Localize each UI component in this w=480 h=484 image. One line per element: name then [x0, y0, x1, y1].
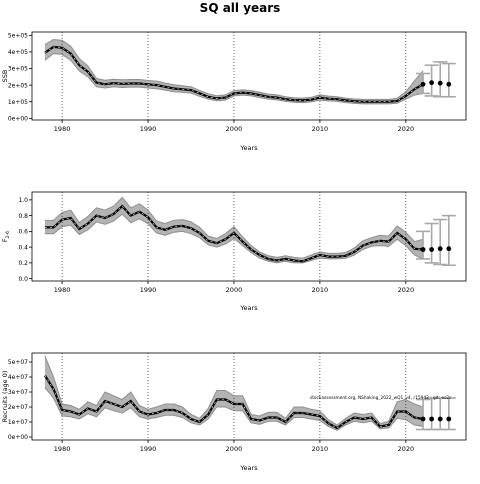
chart3-plot-frame	[31, 352, 467, 441]
chart3-x-tick-label: 1980	[54, 445, 71, 453]
chart1-y-tick-label: 5e+05	[8, 33, 28, 40]
chart1-x-tick-label: 1980	[54, 125, 71, 133]
chart1-forecast-point	[420, 81, 426, 87]
chart1-y-tick-label: 3e+05	[8, 66, 28, 73]
chart3-y-axis-label: Recruits (age 0)	[1, 371, 9, 423]
chart1-upper-bound-line	[44, 38, 424, 100]
chart3-forecast-point	[446, 416, 452, 422]
chart3-forecast-point	[437, 416, 443, 422]
chart2-forecast-point	[420, 247, 426, 252]
chart2-x-axis-label: Years	[239, 304, 258, 312]
figure-title: SQ all years	[199, 1, 281, 15]
chart2-confidence-band	[44, 197, 424, 263]
chart1-y-tick-label: 0e+00	[8, 116, 28, 123]
chart3-forecast-point	[429, 416, 435, 422]
chart1-y-tick-label: 1e+05	[8, 99, 28, 106]
chart1-x-tick-label: 1990	[140, 125, 157, 133]
chart2-x-tick-label: 1990	[140, 286, 157, 294]
chart1-x-axis-label: Years	[239, 144, 258, 152]
chart2-y-axis-label: F2-6	[1, 231, 11, 242]
chart2-estimate-dash	[44, 205, 424, 262]
chart3-forecast-point	[420, 416, 426, 422]
chart2-x-tick-label: 1980	[54, 286, 71, 294]
chart2-y-tick-label: 0.2	[18, 260, 28, 267]
chart1-plot-frame	[31, 31, 467, 121]
chart1-y-tick-label: 4e+05	[8, 49, 28, 56]
chart2-y-tick-label: 0.0	[18, 276, 28, 283]
chart2-x-tick-label: 2020	[398, 286, 415, 294]
chart3-x-tick-label: 2000	[226, 445, 243, 453]
chart2-plot-frame	[31, 191, 467, 282]
chart3-x-tick-label: 1990	[140, 445, 157, 453]
chart2-y-tick-label: 0.8	[18, 213, 28, 220]
chart2-x-tick-label: 2010	[312, 286, 329, 294]
chart3-estimate-dash	[44, 375, 424, 429]
chart2-y-tick-label: 1.0	[18, 197, 28, 204]
chart3-x-tick-label: 2010	[312, 445, 329, 453]
chart3-y-tick-label: 2e+07	[8, 404, 28, 411]
chart2-forecast-point	[429, 247, 435, 252]
chart1-y-axis-label: SSB	[1, 70, 9, 83]
chart2-forecast-point	[446, 246, 452, 252]
chart3-x-tick-label: 2020	[398, 445, 415, 453]
watermark-text: stockassessment.org, NShaking_2022_wQ1_v…	[310, 396, 452, 401]
chart2-lower-bound-line	[44, 213, 424, 264]
chart2-upper-bound-line	[44, 196, 424, 259]
chart3-lower-bound-line	[44, 387, 424, 431]
chart3-x-axis-label: Years	[239, 464, 258, 472]
chart1-x-tick-label: 2020	[398, 125, 415, 133]
chart2-forecast-point	[437, 246, 443, 252]
chart3-y-tick-label: 4e+07	[8, 374, 28, 381]
chart1-y-tick-label: 2e+05	[8, 82, 28, 89]
chart1-estimate-dash	[44, 46, 424, 102]
chart3-upper-bound-line	[44, 355, 424, 426]
chart2-y-tick-label: 0.4	[18, 244, 28, 251]
chart3-y-tick-label: 1e+07	[8, 419, 28, 426]
chart1-x-tick-label: 2010	[312, 125, 329, 133]
chart2-y-tick-label: 0.6	[18, 229, 28, 236]
chart1-x-tick-label: 2000	[226, 125, 243, 133]
chart1-forecast-point	[446, 81, 452, 87]
chart3-y-tick-label: 3e+07	[8, 389, 28, 396]
chart3-y-tick-label: 5e+07	[8, 359, 28, 366]
chart2-x-tick-label: 2000	[226, 286, 243, 294]
chart1-forecast-point	[429, 80, 435, 86]
chart1-lower-bound-line	[44, 53, 424, 105]
chart1-forecast-point	[437, 80, 443, 86]
chart3-y-tick-label: 0e+00	[8, 434, 28, 441]
